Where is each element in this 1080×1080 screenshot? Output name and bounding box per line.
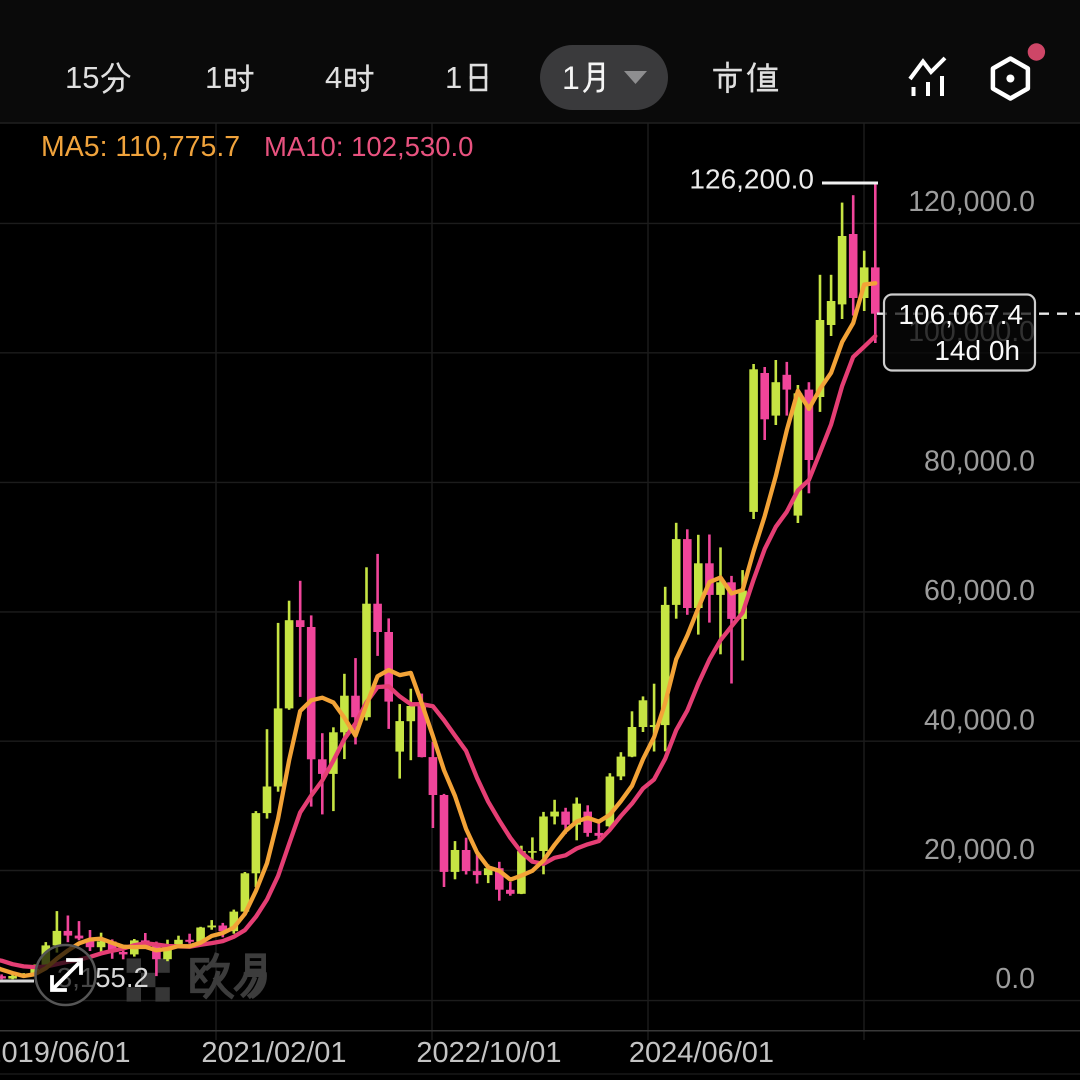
svg-text:2022/10/01: 2022/10/01 bbox=[416, 1037, 561, 1069]
svg-text:MA5: 110,775.7: MA5: 110,775.7 bbox=[41, 131, 240, 163]
svg-text:80,000.0: 80,000.0 bbox=[924, 446, 1035, 478]
svg-text:15: 15 bbox=[65, 60, 99, 95]
svg-text:106,067.4: 106,067.4 bbox=[898, 299, 1023, 330]
svg-text:14d 0h: 14d 0h bbox=[934, 335, 1020, 366]
svg-text:120,000.0: 120,000.0 bbox=[908, 186, 1035, 218]
svg-text:0.0: 0.0 bbox=[995, 963, 1035, 995]
svg-text:40,000.0: 40,000.0 bbox=[924, 705, 1035, 737]
svg-text:126,200.0: 126,200.0 bbox=[689, 164, 814, 195]
svg-text:1: 1 bbox=[205, 60, 222, 95]
svg-text:MA10: 102,530.0: MA10: 102,530.0 bbox=[264, 131, 473, 162]
svg-text:2019/06/01: 2019/06/01 bbox=[0, 1037, 131, 1069]
svg-text:60,000.0: 60,000.0 bbox=[924, 575, 1035, 607]
svg-text:1: 1 bbox=[445, 60, 462, 95]
svg-text:1: 1 bbox=[562, 60, 580, 96]
svg-text:4: 4 bbox=[325, 60, 342, 95]
svg-text:2024/06/01: 2024/06/01 bbox=[629, 1037, 774, 1069]
svg-text:2021/02/01: 2021/02/01 bbox=[201, 1037, 346, 1069]
svg-text:20,000.0: 20,000.0 bbox=[924, 834, 1035, 866]
